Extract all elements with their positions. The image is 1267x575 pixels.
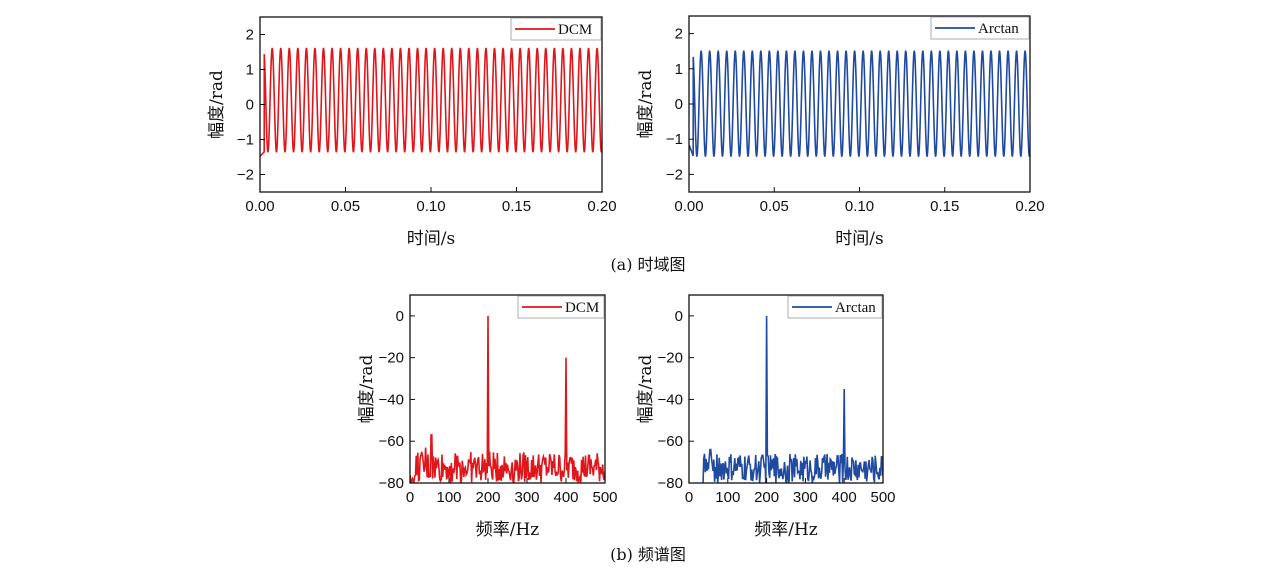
plot-frame	[409, 294, 606, 484]
y-tick-label: −20	[658, 350, 683, 367]
x-tick-label: 100	[436, 489, 461, 506]
y-tick-label: −1	[237, 132, 254, 149]
plot-frame	[259, 16, 603, 193]
x-tick-label: 400	[832, 489, 857, 506]
y-tick-label: −40	[658, 391, 683, 408]
y-tick-label: −80	[379, 475, 404, 492]
x-tick-label: 300	[793, 489, 818, 506]
y-tick-label: 2	[675, 26, 683, 43]
y-tick-label: −1	[666, 131, 683, 148]
x-tick-label: 0.15	[930, 198, 959, 215]
y-tick-label: 0	[675, 96, 683, 113]
x-tick-label: 0.00	[674, 198, 703, 215]
x-tick-label: 0.05	[331, 198, 360, 215]
x-tick-label: 400	[553, 489, 578, 506]
y-tick-label: 0	[675, 308, 683, 325]
series-line-spectrum-arctan	[702, 315, 883, 483]
x-tick-label: 0.20	[1015, 198, 1044, 215]
y-axis-label: 幅度/rad	[636, 69, 656, 138]
x-tick-label: 200	[754, 489, 779, 506]
y-tick-label: −60	[379, 433, 404, 450]
legend: Arctan	[930, 16, 1030, 40]
legend-label: DCM	[558, 22, 592, 38]
x-tick-label: 200	[475, 489, 500, 506]
legend-box	[510, 17, 602, 41]
legend-label: Arctan	[835, 300, 876, 316]
y-tick-label: 0	[246, 97, 254, 114]
legend-box	[930, 16, 1030, 40]
chart-time-dcm: 0.00 0.05 0.10 0.15 0.20 −2 −1 0 1 2 时间/s 幅度/rad DCM	[207, 16, 617, 249]
x-tick-label: 100	[715, 489, 740, 506]
chart-spectrum-dcm: 0 100 200 300 400 500 −80 −60 −40 −20 0 频率/Hz 幅度/rad…	[357, 294, 618, 540]
y-tick-label: −2	[666, 166, 683, 183]
x-axis-label: 时间/s	[835, 229, 883, 249]
y-tick-label: −40	[379, 391, 404, 408]
legend-label: Arctan	[978, 21, 1019, 37]
x-tick-label: 0.00	[245, 198, 274, 215]
x-tick-label: 500	[870, 489, 895, 506]
y-axis-label: 幅度/rad	[357, 354, 377, 423]
x-tick-label: 300	[514, 489, 539, 506]
series-line-spectrum-dcm	[410, 315, 605, 483]
y-tick-label: −60	[658, 433, 683, 450]
legend: DCM	[510, 17, 602, 41]
legend-label: DCM	[565, 300, 599, 316]
x-tick-label: 0.10	[416, 198, 445, 215]
chart-time-arctan: 0.00 0.05 0.10 0.15 0.20 −2 −1 0 1 2 时间/s 幅度/rad Arc…	[636, 15, 1045, 249]
series-line-time-dcm	[260, 47, 602, 157]
y-tick-label: 0	[396, 308, 404, 325]
x-axis-label: 时间/s	[407, 229, 455, 249]
legend: DCM	[517, 295, 605, 319]
x-tick-label: 0.10	[845, 198, 874, 215]
chart-spectrum-arctan: 0 100 200 300 400 500 −80 −60 −40 −20 0 频率/Hz 幅度/rad…	[636, 294, 896, 540]
y-tick-label: −80	[658, 475, 683, 492]
y-axis-label: 幅度/rad	[636, 354, 656, 423]
x-axis-label: 频率/Hz	[754, 520, 818, 540]
y-tick-label: 1	[675, 61, 683, 78]
legend: Arctan	[787, 295, 883, 319]
y-axis-label: 幅度/rad	[207, 70, 227, 139]
y-tick-label: 1	[246, 62, 254, 79]
x-tick-label: 0.05	[760, 198, 789, 215]
caption-spectrum: (b) 频谱图	[610, 545, 686, 564]
x-tick-label: 0	[406, 489, 414, 506]
y-tick-label: 2	[246, 27, 254, 44]
x-tick-label: 500	[592, 489, 617, 506]
legend-box	[787, 295, 883, 319]
x-tick-label: 0.15	[502, 198, 531, 215]
plot-frame	[688, 15, 1031, 193]
x-tick-label: 0.20	[587, 198, 616, 215]
x-axis-label: 频率/Hz	[476, 520, 540, 540]
x-tick-label: 0	[685, 489, 693, 506]
y-tick-label: −20	[379, 350, 404, 367]
y-tick-label: −2	[237, 167, 254, 184]
series-line-time-arctan	[689, 50, 1030, 157]
caption-time-domain: (a) 时域图	[610, 255, 685, 274]
plot-frame	[688, 294, 884, 484]
